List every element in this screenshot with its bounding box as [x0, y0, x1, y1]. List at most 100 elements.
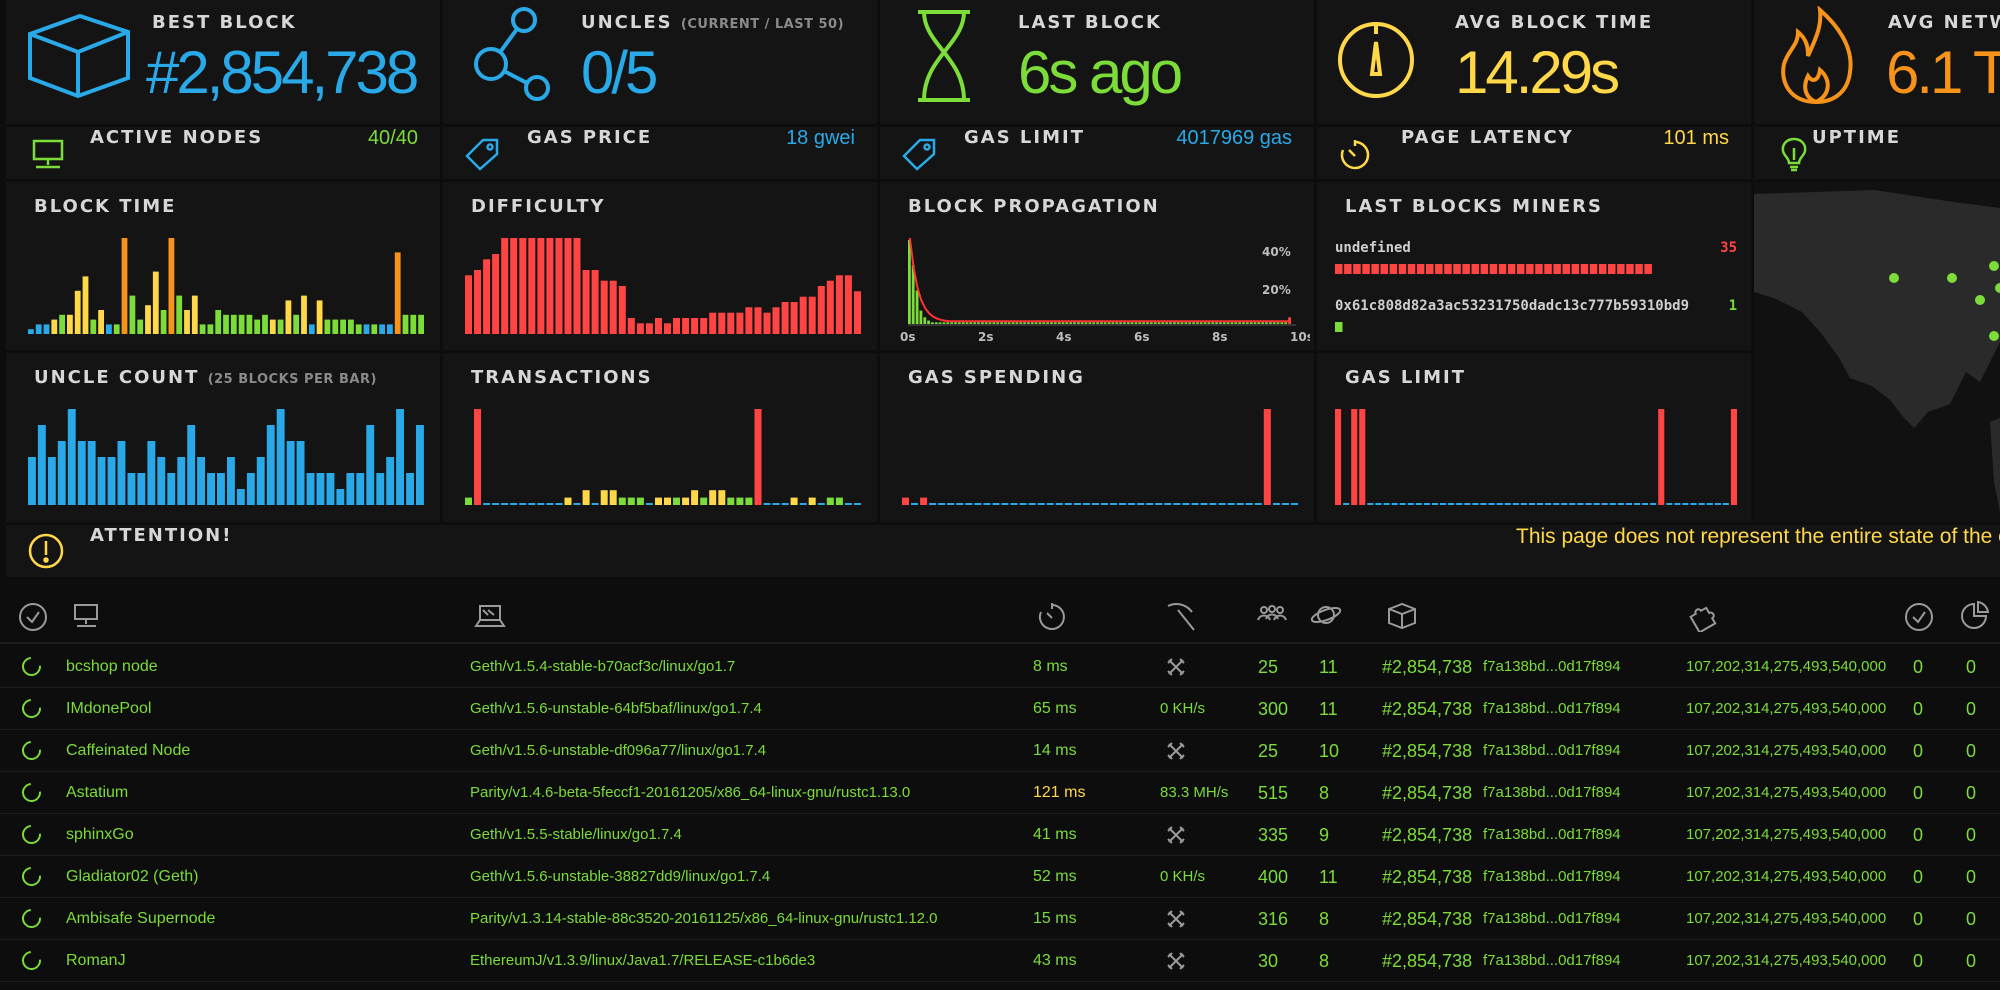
- chart-bar[interactable]: [137, 473, 146, 505]
- chart-bar[interactable]: [1335, 409, 1342, 505]
- chart-bar[interactable]: [223, 314, 229, 334]
- chart-bar[interactable]: [324, 319, 331, 334]
- chart-bar[interactable]: [1082, 503, 1090, 505]
- chart-bar[interactable]: [1730, 409, 1737, 505]
- chart-bar[interactable]: [1488, 503, 1495, 505]
- chart-bar[interactable]: [1110, 503, 1117, 505]
- chart-bar[interactable]: [1137, 503, 1145, 505]
- chart-bar[interactable]: [191, 295, 198, 334]
- chart-bar[interactable]: [645, 323, 653, 334]
- chart-bar[interactable]: [316, 300, 323, 334]
- chart-bar[interactable]: [591, 503, 599, 505]
- chart-bar[interactable]: [256, 457, 265, 505]
- chart-bar[interactable]: [396, 409, 404, 505]
- chart-bar[interactable]: [254, 319, 261, 334]
- chart-bar[interactable]: [1617, 503, 1624, 505]
- chart-bar[interactable]: [911, 503, 918, 505]
- chart-bar[interactable]: [817, 503, 825, 505]
- chart-bar[interactable]: [636, 323, 644, 334]
- chart-bar[interactable]: [28, 329, 34, 334]
- cube-icon[interactable]: [1386, 601, 1418, 631]
- chart-bar[interactable]: [1650, 503, 1657, 505]
- chart-bar[interactable]: [1625, 503, 1632, 505]
- chart-bar[interactable]: [1010, 503, 1018, 505]
- chart-bar[interactable]: [1128, 503, 1136, 505]
- chart-bar[interactable]: [1480, 503, 1487, 505]
- chart-bar[interactable]: [285, 300, 292, 334]
- chart-bar[interactable]: [537, 238, 545, 334]
- chart-bar[interactable]: [655, 497, 662, 505]
- chart-bar[interactable]: [1245, 503, 1253, 505]
- chart-bar[interactable]: [564, 497, 572, 505]
- chart-bar[interactable]: [835, 497, 843, 505]
- chart-bar[interactable]: [781, 302, 789, 334]
- chart-bar[interactable]: [1164, 503, 1172, 505]
- check-circle-icon[interactable]: [1904, 602, 1934, 632]
- chart-bar[interactable]: [727, 312, 735, 334]
- chart-bar[interactable]: [1209, 503, 1217, 505]
- chart-bar[interactable]: [236, 489, 245, 505]
- chart-bar[interactable]: [246, 473, 255, 505]
- chart-bar[interactable]: [799, 296, 807, 334]
- chart-bar[interactable]: [269, 319, 276, 334]
- chart-bar[interactable]: [826, 280, 834, 334]
- chart-bar[interactable]: [207, 473, 215, 505]
- chart-bar[interactable]: [510, 238, 518, 334]
- chart-bar[interactable]: [1391, 503, 1398, 505]
- chart-bar[interactable]: [246, 314, 253, 334]
- chart-bar[interactable]: [1642, 503, 1649, 505]
- table-row[interactable]: sphinxGo Geth/v1.5.5-stable/linux/go1.7.4…: [0, 814, 2000, 856]
- chart-bar[interactable]: [727, 497, 735, 505]
- table-row[interactable]: Astatium Parity/v1.4.6-beta-5feccf1-20161…: [0, 772, 2000, 814]
- chart-bar[interactable]: [1456, 503, 1463, 505]
- chart-bar[interactable]: [82, 276, 89, 334]
- chart-bar[interactable]: [618, 286, 626, 334]
- node-name[interactable]: Ambisafe Supernode: [66, 910, 216, 927]
- chart-bar[interactable]: [121, 238, 128, 334]
- chart-bar[interactable]: [1432, 503, 1439, 505]
- chart-bar[interactable]: [510, 503, 518, 505]
- chart-bar[interactable]: [673, 318, 680, 334]
- chart-bar[interactable]: [627, 318, 635, 334]
- chart-bar[interactable]: [117, 441, 126, 505]
- chart-bar[interactable]: [546, 503, 554, 505]
- chart-bar[interactable]: [277, 319, 284, 334]
- chart-bar[interactable]: [781, 503, 789, 505]
- chart-bar[interactable]: [691, 490, 699, 505]
- chart-bar[interactable]: [276, 409, 285, 505]
- chart-bar[interactable]: [308, 324, 315, 334]
- chart-bar[interactable]: [1155, 503, 1163, 505]
- chart-bar[interactable]: [808, 497, 816, 505]
- chart-bar[interactable]: [98, 310, 104, 334]
- chart-bar[interactable]: [736, 312, 744, 334]
- chart-bar[interactable]: [844, 275, 852, 334]
- chart-bar[interactable]: [326, 473, 335, 505]
- chart-bar[interactable]: [1577, 503, 1584, 505]
- chart-bar[interactable]: [682, 497, 690, 505]
- chart-bar[interactable]: [1019, 503, 1027, 505]
- chart-bar[interactable]: [348, 319, 354, 334]
- chart-bar[interactable]: [1658, 409, 1665, 505]
- chart-bar[interactable]: [1055, 503, 1063, 505]
- pickaxe-icon[interactable]: [1164, 600, 1196, 632]
- chart-bar[interactable]: [356, 473, 365, 505]
- chart-bar[interactable]: [306, 473, 315, 505]
- table-row[interactable]: RomanJ EthereumJ/v1.3.9/linux/Java1.7/REL…: [0, 940, 2000, 982]
- chart-bar[interactable]: [956, 503, 964, 505]
- chart-bar[interactable]: [1496, 503, 1503, 505]
- chart-bar[interactable]: [483, 503, 491, 505]
- chart-bar[interactable]: [1569, 503, 1576, 505]
- chart-bar[interactable]: [772, 503, 780, 505]
- chart-bar[interactable]: [230, 314, 237, 334]
- chart-bar[interactable]: [366, 425, 375, 505]
- chart-bar[interactable]: [1092, 503, 1099, 505]
- chart-bar[interactable]: [1182, 503, 1190, 505]
- node-name[interactable]: RomanJ: [66, 952, 126, 969]
- chart-bar[interactable]: [600, 280, 608, 334]
- chart-bar[interactable]: [1690, 503, 1697, 505]
- chart-bar[interactable]: [129, 295, 136, 334]
- timer-icon[interactable]: [1036, 600, 1068, 632]
- chart-bar[interactable]: [336, 489, 345, 505]
- chart-bar[interactable]: [1706, 503, 1713, 505]
- chart-bar[interactable]: [700, 497, 708, 505]
